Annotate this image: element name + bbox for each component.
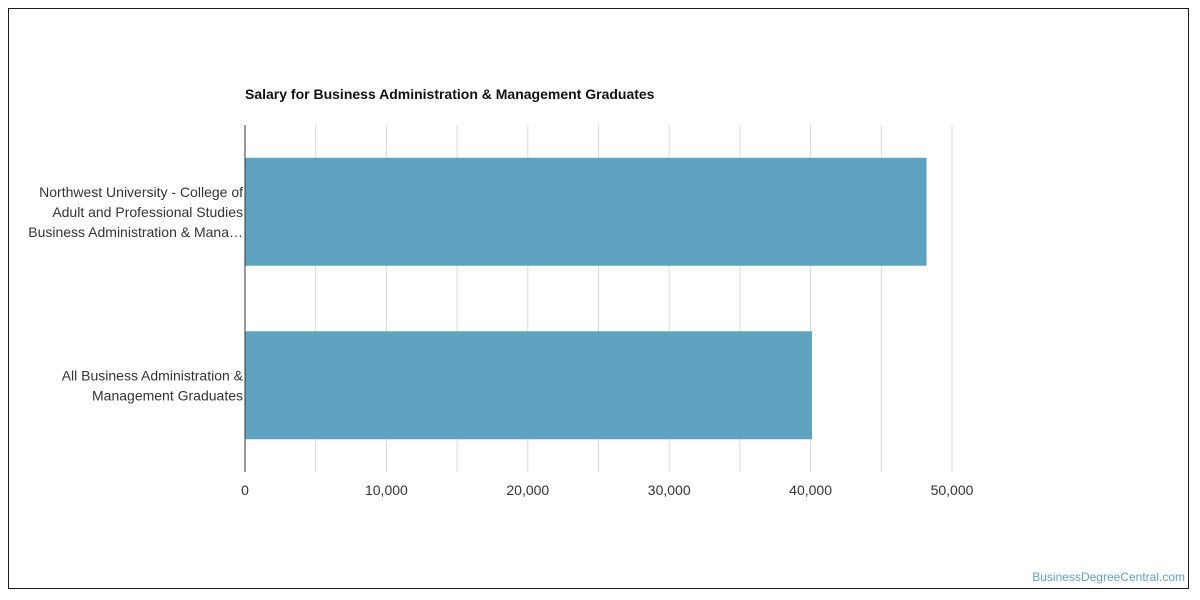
category-label-line: All Business Administration & [62,367,244,383]
category-label-0: Northwest University - College of Adult a… [28,184,243,240]
category-label-line: Business Administration & Mana… [28,224,243,240]
bar-1[interactable] [245,331,813,440]
x-tick-label: 30,000 [648,482,691,498]
x-tick-labels: 0 10,000 20,000 30,000 40,000 50,000 [241,482,974,498]
x-tick-label: 20,000 [506,482,549,498]
category-label-line: Management Graduates [92,387,243,403]
x-tick-label: 0 [241,482,249,498]
category-label-1: All Business Administration & Management … [62,367,244,403]
watermark-link[interactable]: BusinessDegreeCentral.com [1032,570,1185,584]
x-tick-label: 50,000 [931,482,974,498]
x-tick-label: 40,000 [789,482,832,498]
category-labels: Northwest University - College of Adult a… [28,184,243,404]
chart-title: Salary for Business Administration & Man… [245,86,655,102]
category-label-line: Adult and Professional Studies [52,204,243,220]
category-label-line: Northwest University - College of [39,184,243,200]
bars [245,157,927,440]
bar-0[interactable] [245,157,927,266]
x-tick-label: 10,000 [365,482,408,498]
